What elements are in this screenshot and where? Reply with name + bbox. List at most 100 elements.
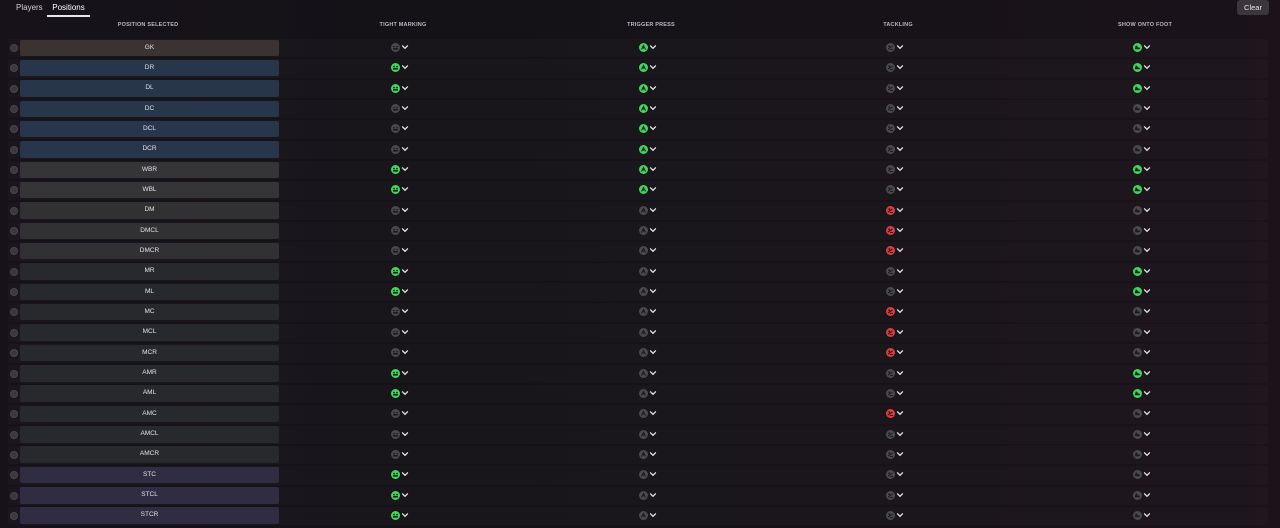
- position-label[interactable]: AMR: [20, 365, 279, 382]
- row-select-checkbox[interactable]: [10, 247, 18, 256]
- tight-marking-dropdown[interactable]: [391, 266, 415, 277]
- tackling-dropdown[interactable]: [886, 490, 910, 501]
- trigger-press-dropdown[interactable]: [639, 123, 663, 134]
- trigger-press-dropdown[interactable]: [639, 184, 663, 195]
- tight-marking-dropdown[interactable]: [391, 429, 415, 440]
- row-select-checkbox[interactable]: [10, 288, 18, 297]
- tackling-dropdown[interactable]: [886, 245, 910, 256]
- trigger-press-dropdown[interactable]: [639, 388, 663, 399]
- position-label[interactable]: GK: [20, 39, 279, 56]
- show-onto-foot-dropdown[interactable]: [1133, 469, 1157, 480]
- tight-marking-dropdown[interactable]: [391, 205, 415, 216]
- tight-marking-dropdown[interactable]: [391, 144, 415, 155]
- row-select-checkbox[interactable]: [10, 206, 18, 215]
- tight-marking-dropdown[interactable]: [391, 184, 415, 195]
- tackling-dropdown[interactable]: [886, 83, 910, 94]
- row-select-checkbox[interactable]: [10, 349, 18, 358]
- trigger-press-dropdown[interactable]: [639, 347, 663, 358]
- show-onto-foot-dropdown[interactable]: [1133, 388, 1157, 399]
- position-label[interactable]: AMCL: [20, 426, 279, 443]
- position-label[interactable]: AMCR: [20, 446, 279, 463]
- row-select-checkbox[interactable]: [10, 84, 18, 93]
- show-onto-foot-dropdown[interactable]: [1133, 429, 1157, 440]
- position-label[interactable]: AMC: [20, 405, 279, 423]
- tackling-dropdown[interactable]: [886, 388, 910, 399]
- tight-marking-dropdown[interactable]: [391, 62, 415, 73]
- tight-marking-dropdown[interactable]: [391, 368, 415, 379]
- show-onto-foot-dropdown[interactable]: [1133, 327, 1157, 338]
- show-onto-foot-dropdown[interactable]: [1133, 449, 1157, 460]
- show-onto-foot-dropdown[interactable]: [1133, 42, 1157, 53]
- tight-marking-dropdown[interactable]: [391, 347, 415, 358]
- tackling-dropdown[interactable]: [886, 368, 910, 379]
- tight-marking-dropdown[interactable]: [391, 469, 415, 480]
- tackling-dropdown[interactable]: [886, 42, 910, 53]
- tackling-dropdown[interactable]: [886, 408, 910, 419]
- trigger-press-dropdown[interactable]: [639, 327, 663, 338]
- trigger-press-dropdown[interactable]: [639, 103, 663, 114]
- trigger-press-dropdown[interactable]: [639, 83, 663, 94]
- show-onto-foot-dropdown[interactable]: [1133, 225, 1157, 236]
- tight-marking-dropdown[interactable]: [391, 449, 415, 460]
- show-onto-foot-dropdown[interactable]: [1133, 83, 1157, 94]
- position-label[interactable]: MCR: [20, 344, 279, 362]
- tight-marking-dropdown[interactable]: [391, 225, 415, 236]
- trigger-press-dropdown[interactable]: [639, 62, 663, 73]
- tackling-dropdown[interactable]: [886, 347, 910, 358]
- show-onto-foot-dropdown[interactable]: [1133, 103, 1157, 114]
- trigger-press-dropdown[interactable]: [639, 490, 663, 501]
- clear-button[interactable]: Clear: [1237, 0, 1269, 15]
- show-onto-foot-dropdown[interactable]: [1133, 286, 1157, 297]
- trigger-press-dropdown[interactable]: [639, 42, 663, 53]
- show-onto-foot-dropdown[interactable]: [1133, 306, 1157, 317]
- tight-marking-dropdown[interactable]: [391, 327, 415, 338]
- tight-marking-dropdown[interactable]: [391, 286, 415, 297]
- position-label[interactable]: DL: [20, 80, 279, 97]
- position-label[interactable]: STCL: [20, 487, 279, 504]
- trigger-press-dropdown[interactable]: [639, 408, 663, 419]
- position-label[interactable]: MCL: [20, 324, 279, 341]
- tackling-dropdown[interactable]: [886, 225, 910, 236]
- trigger-press-dropdown[interactable]: [639, 205, 663, 216]
- show-onto-foot-dropdown[interactable]: [1133, 408, 1157, 419]
- show-onto-foot-dropdown[interactable]: [1133, 510, 1157, 521]
- position-label[interactable]: DCL: [20, 120, 279, 138]
- tackling-dropdown[interactable]: [886, 144, 910, 155]
- tight-marking-dropdown[interactable]: [391, 306, 415, 317]
- row-select-checkbox[interactable]: [10, 511, 18, 520]
- show-onto-foot-dropdown[interactable]: [1133, 347, 1157, 358]
- position-label[interactable]: DM: [20, 202, 279, 219]
- tackling-dropdown[interactable]: [886, 184, 910, 195]
- tackling-dropdown[interactable]: [886, 449, 910, 460]
- position-label[interactable]: STCR: [20, 507, 279, 524]
- row-select-checkbox[interactable]: [10, 369, 18, 378]
- position-label[interactable]: DC: [20, 100, 279, 118]
- tab-players[interactable]: Players: [16, 3, 43, 12]
- row-select-checkbox[interactable]: [10, 430, 18, 439]
- row-select-checkbox[interactable]: [10, 450, 18, 459]
- show-onto-foot-dropdown[interactable]: [1133, 144, 1157, 155]
- trigger-press-dropdown[interactable]: [639, 164, 663, 175]
- tackling-dropdown[interactable]: [886, 103, 910, 114]
- tackling-dropdown[interactable]: [886, 266, 910, 277]
- row-select-checkbox[interactable]: [10, 105, 18, 114]
- position-label[interactable]: AML: [20, 385, 279, 402]
- show-onto-foot-dropdown[interactable]: [1133, 368, 1157, 379]
- row-select-checkbox[interactable]: [10, 186, 18, 195]
- show-onto-foot-dropdown[interactable]: [1133, 205, 1157, 216]
- trigger-press-dropdown[interactable]: [639, 429, 663, 440]
- row-select-checkbox[interactable]: [10, 491, 18, 500]
- trigger-press-dropdown[interactable]: [639, 449, 663, 460]
- row-select-checkbox[interactable]: [10, 166, 18, 175]
- position-label[interactable]: DR: [20, 59, 279, 77]
- show-onto-foot-dropdown[interactable]: [1133, 123, 1157, 134]
- tight-marking-dropdown[interactable]: [391, 103, 415, 114]
- position-label[interactable]: DMCR: [20, 242, 279, 260]
- tight-marking-dropdown[interactable]: [391, 490, 415, 501]
- trigger-press-dropdown[interactable]: [639, 510, 663, 521]
- position-label[interactable]: DMCL: [20, 222, 279, 240]
- row-select-checkbox[interactable]: [10, 308, 18, 317]
- trigger-press-dropdown[interactable]: [639, 286, 663, 297]
- show-onto-foot-dropdown[interactable]: [1133, 62, 1157, 73]
- trigger-press-dropdown[interactable]: [639, 225, 663, 236]
